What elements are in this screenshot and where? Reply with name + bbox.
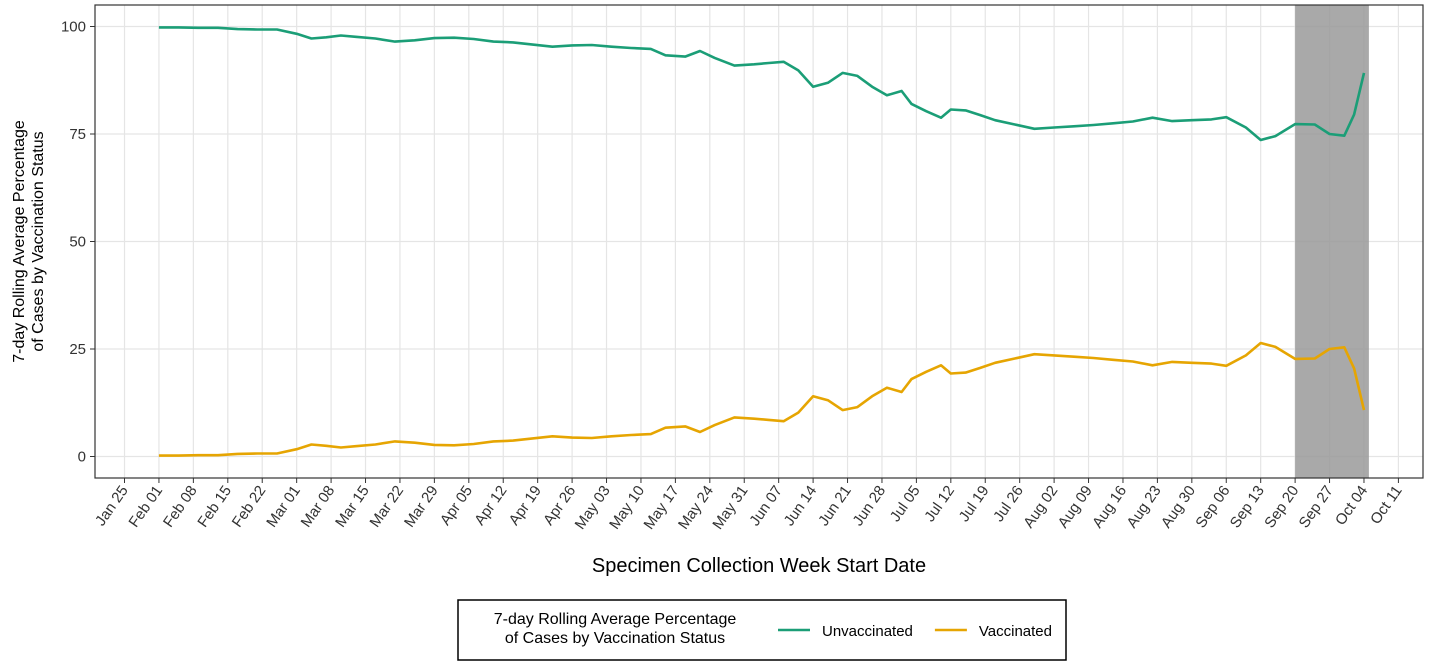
y-axis-label: 7-day Rolling Average Percentage (11, 120, 28, 363)
x-tick-label: Oct 04 (1332, 483, 1371, 529)
x-tick-label: Apr 12 (471, 483, 510, 529)
x-tick-label: Aug 16 (1089, 483, 1130, 532)
x-tick-label: Jul 12 (921, 483, 958, 526)
x-tick-label: Aug 02 (1020, 483, 1061, 532)
x-tick-label: Jul 19 (956, 483, 993, 526)
y-tick-label: 50 (69, 234, 86, 251)
x-tick-label: Mar 22 (367, 483, 408, 531)
x-tick-label: Jul 05 (887, 483, 924, 526)
x-tick-label: Sep 13 (1227, 483, 1268, 532)
y-tick-label: 75 (69, 126, 86, 143)
legend-title: of Cases by Vaccination Status (505, 630, 725, 647)
y-tick-label: 25 (69, 341, 86, 358)
x-tick-label: Apr 19 (506, 483, 545, 529)
legend-label: Unvaccinated (822, 623, 913, 640)
x-tick-label: Mar 08 (298, 483, 339, 531)
x-tick-label: Mar 29 (401, 483, 442, 531)
x-axis-label: Specimen Collection Week Start Date (592, 555, 926, 577)
x-tick-label: Aug 23 (1123, 483, 1164, 532)
series-line (158, 26, 1366, 142)
y-axis-label: of Cases by Vaccination Status (30, 131, 47, 351)
x-tick-label: May 10 (606, 483, 648, 533)
x-tick-label: May 17 (641, 483, 683, 533)
x-tick-label: Feb 01 (126, 483, 167, 531)
shaded-region (1295, 5, 1369, 478)
x-tick-label: Feb 22 (229, 483, 270, 531)
x-tick-label: Mar 01 (263, 483, 304, 531)
x-tick-label: Jun 07 (746, 483, 786, 530)
x-tick-label: Aug 09 (1055, 483, 1096, 532)
y-tick-label: 100 (61, 19, 86, 36)
x-tick-label: May 24 (675, 483, 717, 533)
x-tick-label: Aug 30 (1158, 483, 1199, 532)
x-tick-label: Jun 14 (781, 483, 821, 530)
x-tick-label: Sep 06 (1192, 483, 1233, 532)
x-tick-label: Jun 28 (849, 483, 889, 530)
x-tick-label: Apr 05 (437, 483, 476, 529)
y-tick-label: 0 (78, 449, 86, 466)
series-line (158, 341, 1366, 457)
x-tick-label: May 31 (709, 483, 751, 533)
x-tick-label: Sep 27 (1296, 483, 1337, 532)
legend-title: 7-day Rolling Average Percentage (494, 611, 737, 628)
x-tick-label: Jun 21 (815, 483, 855, 530)
x-tick-label: Feb 08 (160, 483, 201, 531)
x-tick-label: May 03 (572, 483, 614, 533)
x-tick-label: Feb 15 (194, 483, 235, 531)
x-tick-label: Mar 15 (332, 483, 373, 531)
legend-label: Vaccinated (979, 623, 1052, 640)
x-tick-label: Oct 11 (1367, 483, 1406, 528)
x-tick-label: Sep 20 (1261, 483, 1302, 532)
